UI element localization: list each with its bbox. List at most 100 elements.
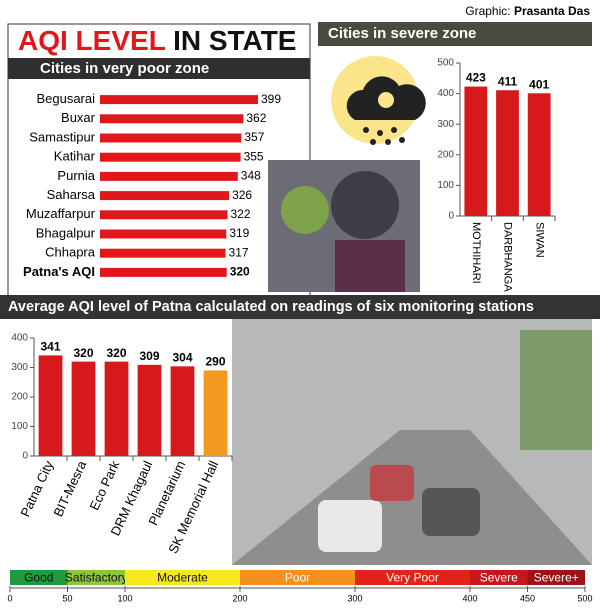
- photo-helmet: [331, 171, 399, 239]
- y-tick-label: 300: [437, 119, 454, 130]
- category-label: Buxar: [61, 110, 96, 125]
- chart-title: Cities in very poor zone: [40, 60, 209, 77]
- scale-segment: [67, 570, 125, 585]
- bar: [137, 364, 162, 456]
- bar: [38, 355, 63, 456]
- value-label: 362: [246, 111, 266, 125]
- value-label: 401: [529, 77, 549, 91]
- value-label: 304: [172, 350, 192, 364]
- scale-tick-label: 0: [7, 593, 12, 603]
- value-label: 290: [205, 355, 225, 369]
- chart-title: Average AQI level of Patna calculated on…: [8, 299, 534, 315]
- bar: [464, 86, 488, 216]
- category-label: Katihar: [54, 149, 96, 164]
- value-label: 322: [231, 207, 251, 221]
- bar: [100, 191, 230, 201]
- scale-label: Poor: [285, 571, 310, 585]
- bar: [100, 95, 258, 105]
- bar: [100, 114, 244, 124]
- value-label: 411: [498, 74, 518, 88]
- scale-segment: [355, 570, 470, 585]
- skull-icon: [378, 92, 394, 108]
- scale-label: Satisfactory: [65, 571, 128, 585]
- scale-label: Severe: [480, 571, 518, 585]
- x-tick-label: BIT-Mesra: [50, 458, 89, 519]
- scale-tick-label: 450: [520, 593, 535, 603]
- bar: [496, 90, 519, 216]
- scale-tick-label: 500: [577, 593, 592, 603]
- value-label: 399: [261, 92, 281, 106]
- scale-label: Very Poor: [386, 571, 439, 585]
- chart-title: Cities in severe zone: [328, 25, 476, 42]
- bar: [100, 152, 241, 162]
- scale-tick-label: 400: [462, 593, 477, 603]
- scale-segment: [470, 570, 528, 585]
- category-label: Samastipur: [29, 129, 95, 144]
- category-label: Chhapra: [45, 245, 96, 260]
- bar: [100, 248, 226, 258]
- bar: [100, 171, 238, 181]
- scale-tick-label: 100: [117, 593, 132, 603]
- photo-car: [370, 465, 414, 501]
- x-tick-label: Eco Park: [86, 458, 122, 513]
- main-title: AQI LEVEL IN STATE: [18, 25, 296, 56]
- scale-label: Moderate: [157, 571, 208, 585]
- bar: [170, 366, 195, 456]
- x-tick-label: MOTHIHARI: [470, 222, 482, 284]
- photo-person: [335, 240, 405, 292]
- y-tick-label: 200: [437, 149, 454, 160]
- y-tick-label: 0: [22, 451, 28, 462]
- scale-segment: [125, 570, 240, 585]
- x-tick-label: DARBHANGA: [502, 222, 514, 292]
- photo-helmet: [281, 186, 329, 234]
- y-tick-label: 100: [437, 180, 454, 191]
- category-label: Begusarai: [36, 91, 95, 106]
- bar: [100, 133, 242, 143]
- bar: [203, 370, 228, 456]
- scale-tick-label: 300: [347, 593, 362, 603]
- value-label: 357: [244, 130, 264, 144]
- photo-trees: [520, 330, 592, 450]
- y-tick-label: 500: [437, 58, 454, 69]
- category-label: Saharsa: [47, 187, 96, 202]
- value-label: 320: [230, 265, 250, 279]
- value-label: 317: [229, 245, 249, 259]
- x-tick-label: SIWAN: [533, 222, 545, 258]
- y-tick-label: 100: [11, 421, 28, 432]
- value-label: 423: [466, 71, 486, 85]
- y-tick-label: 200: [11, 392, 28, 403]
- bar: [104, 361, 129, 456]
- header-bar: [318, 22, 592, 46]
- bar: [100, 210, 228, 220]
- rain-dots: [363, 127, 405, 145]
- scale-label: Severe+: [534, 571, 579, 585]
- scale-segment: [10, 570, 68, 585]
- scale-label: Good: [24, 571, 53, 585]
- value-label: 348: [241, 169, 261, 183]
- header-bar: [8, 58, 310, 79]
- category-label: Purnia: [57, 168, 95, 183]
- y-tick-label: 300: [11, 362, 28, 373]
- header-bar: [0, 295, 600, 319]
- bar: [100, 267, 227, 277]
- category-label: Muzaffarpur: [26, 206, 96, 221]
- value-label: 320: [73, 346, 93, 360]
- scale-tick-label: 50: [62, 593, 72, 603]
- photo-car: [422, 488, 480, 536]
- value-label: 320: [106, 346, 126, 360]
- y-tick-label: 0: [448, 211, 454, 222]
- value-label: 319: [229, 226, 249, 240]
- photo-car: [318, 500, 382, 552]
- bar: [71, 361, 96, 456]
- credit: Graphic: Prasanta Das: [465, 4, 590, 18]
- value-label: 326: [232, 188, 252, 202]
- bar: [527, 93, 551, 216]
- value-label: 341: [40, 340, 60, 354]
- y-tick-label: 400: [11, 333, 28, 344]
- value-label: 309: [139, 349, 159, 363]
- bar: [100, 229, 227, 239]
- y-tick-label: 400: [437, 88, 454, 99]
- category-label: Bhagalpur: [36, 225, 96, 240]
- category-label: Patna's AQI: [23, 264, 95, 279]
